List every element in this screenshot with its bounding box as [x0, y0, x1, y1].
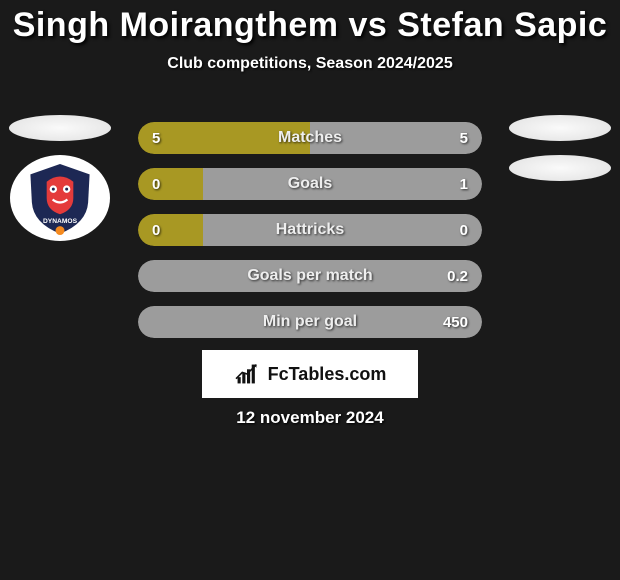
- subtitle: Club competitions, Season 2024/2025: [0, 55, 620, 73]
- player-left-name-ellipse: [9, 115, 111, 141]
- bar-label: Goals: [138, 168, 482, 200]
- player-right-name-ellipse: [509, 115, 611, 141]
- club-badge-icon: DYNAMOS: [23, 161, 97, 235]
- bar-row: 01Goals: [138, 168, 482, 200]
- bar-label: Matches: [138, 122, 482, 154]
- bar-row: 00Hattricks: [138, 214, 482, 246]
- date-text: 12 november 2024: [0, 408, 620, 428]
- player-left-club-badge: DYNAMOS: [10, 155, 110, 241]
- brand-watermark: FcTables.com: [202, 350, 418, 398]
- bar-label: Goals per match: [138, 260, 482, 292]
- comparison-bars: 55Matches 01Goals 00Hattricks 0.2Goals per …: [138, 122, 482, 338]
- bar-row: 55Matches: [138, 122, 482, 154]
- bar-label: Hattricks: [138, 214, 482, 246]
- svg-text:DYNAMOS: DYNAMOS: [43, 218, 78, 225]
- bar-row: 450Min per goal: [138, 306, 482, 338]
- player-left-column: DYNAMOS: [0, 115, 120, 241]
- bar-row: 0.2Goals per match: [138, 260, 482, 292]
- brand-text: FcTables.com: [268, 364, 387, 385]
- brand-chart-icon: [234, 363, 260, 385]
- player-right-column: [500, 115, 620, 181]
- bar-label: Min per goal: [138, 306, 482, 338]
- player-right-club-ellipse: [509, 155, 611, 181]
- page-title: Singh Moirangthem vs Stefan Sapic: [0, 0, 620, 45]
